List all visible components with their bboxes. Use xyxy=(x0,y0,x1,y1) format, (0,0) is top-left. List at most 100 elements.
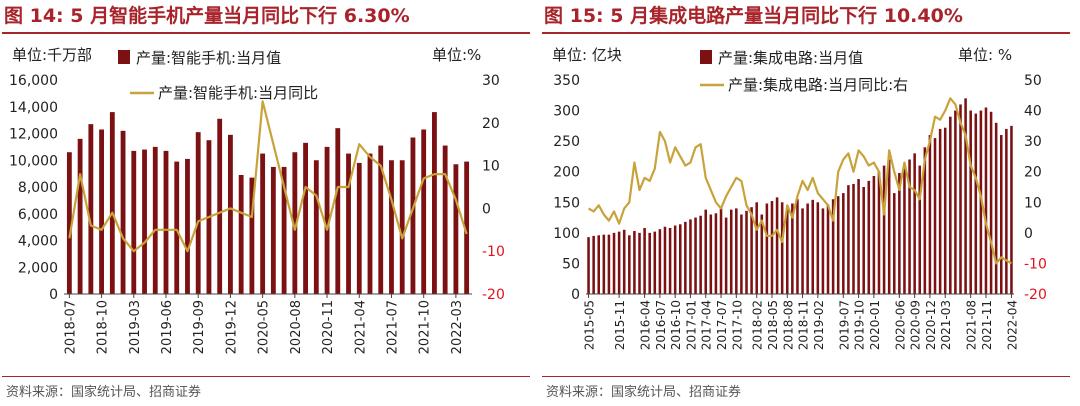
bar xyxy=(852,183,855,294)
bar xyxy=(959,104,962,295)
x-tick-label: 2020-11 xyxy=(321,300,336,354)
y2-tick-label: 20 xyxy=(482,116,500,132)
bar xyxy=(421,129,427,294)
x-tick-label: 2017-04 xyxy=(700,300,714,350)
bar xyxy=(313,160,319,294)
x-tick-label: 2019-03 xyxy=(128,300,143,354)
x-tick-label: 2018-02 xyxy=(751,300,765,350)
bar xyxy=(709,214,713,294)
legend-bar-swatch xyxy=(700,50,712,64)
bar xyxy=(131,150,137,294)
x-tick-label: 2019-09 xyxy=(192,300,207,354)
bar xyxy=(857,179,860,294)
bar xyxy=(740,214,743,294)
bar xyxy=(892,193,896,294)
chart-title: 图 14: 5 月智能手机产量当月同比下行 6.30% xyxy=(4,5,410,27)
y-tick-label: 50 xyxy=(562,256,580,272)
bar xyxy=(464,161,470,294)
bar xyxy=(898,172,901,294)
source-rule xyxy=(2,376,530,377)
bar xyxy=(453,164,459,294)
x-tick-label: 2021-04 xyxy=(353,300,368,354)
bar xyxy=(628,235,631,294)
bar xyxy=(678,224,682,294)
y2-tick-label: 10 xyxy=(1024,195,1042,211)
chart-smartphone: 单位:千万部 单位:% 0 2,000 4,000 6,000 8,000 10,000 12,… xyxy=(9,46,505,354)
bar xyxy=(663,226,667,294)
x-tick-label: 2018-11 xyxy=(797,300,811,350)
bar xyxy=(811,199,815,294)
x-tick-label: 2018-07 xyxy=(63,300,78,354)
bar xyxy=(689,219,692,294)
bar xyxy=(913,153,916,294)
bar xyxy=(882,165,886,294)
bar xyxy=(597,235,601,294)
bar xyxy=(954,110,957,294)
bar xyxy=(684,221,687,294)
source-note: 资料来源：国家统计局、招商证券 xyxy=(546,385,742,400)
bar xyxy=(867,180,871,294)
bar xyxy=(801,208,804,294)
chart-panel-smartphone: 图 14: 5 月智能手机产量当月同比下行 6.30% 单位:千万部 单位:% 0 2… xyxy=(2,5,530,400)
bar xyxy=(949,116,952,294)
x-tick-label: 2020-05 xyxy=(257,300,272,354)
x-tick-label: 2021-11 xyxy=(980,300,994,350)
bar xyxy=(260,153,266,294)
bar xyxy=(796,199,799,294)
bar xyxy=(780,202,784,294)
title-rule xyxy=(2,32,530,34)
x-tick-label: 2020-06 xyxy=(893,300,907,350)
bar xyxy=(923,147,927,294)
x-tick-label: 2019-07 xyxy=(837,300,851,350)
bar xyxy=(292,152,298,294)
bar xyxy=(142,149,147,294)
bar xyxy=(346,153,351,294)
chart-panel-ic: 图 15: 5 月集成电路产量当月同比下行 10.40% 单位: 亿块 单位: %… xyxy=(540,0,1080,406)
bar xyxy=(195,132,201,294)
bar xyxy=(638,232,641,294)
bar xyxy=(714,213,718,294)
unit-right-label: 单位: % xyxy=(958,46,1012,64)
source-rule xyxy=(542,376,1070,377)
x-tick-label: 2021-08 xyxy=(965,300,979,350)
y2-tick-label: 0 xyxy=(482,201,491,217)
bar xyxy=(389,160,394,294)
bar xyxy=(367,153,373,294)
bar xyxy=(1010,125,1013,294)
legend-line-label: 产量:集成电路:当月同比:右 xyxy=(728,76,908,94)
legend-bar-swatch xyxy=(118,50,130,64)
bar xyxy=(66,152,72,294)
legend-bar-label: 产量:集成电路:当月值 xyxy=(718,49,863,67)
bar xyxy=(88,124,94,294)
y2-tick-label: -10 xyxy=(1024,256,1047,272)
y2-tick-label: 30 xyxy=(482,73,500,89)
bar xyxy=(755,202,758,294)
y2-tick-label: 10 xyxy=(482,159,500,175)
bar xyxy=(699,215,702,294)
bar xyxy=(729,209,733,294)
y-tick-label: 0 xyxy=(571,287,580,303)
bar xyxy=(979,110,983,294)
bar xyxy=(324,146,330,295)
bar xyxy=(806,203,809,294)
x-tick-label: 2016-10 xyxy=(669,300,683,350)
x-tick-label: 2020-08 xyxy=(289,300,304,354)
y2-tick-label: -10 xyxy=(482,244,505,260)
x-tick-label: 2018-08 xyxy=(781,300,795,350)
y-tick-label: 12,000 xyxy=(9,127,58,143)
bar xyxy=(587,237,590,294)
bar xyxy=(217,118,223,294)
bar xyxy=(765,203,769,294)
x-tick-label: 2019-02 xyxy=(812,300,826,350)
x-tick-label: 2018-05 xyxy=(766,300,780,350)
x-tick-label: 2019-12 xyxy=(224,300,239,354)
y-tick-label: 8,000 xyxy=(18,180,58,196)
y2-tick-label: 30 xyxy=(1024,134,1042,150)
bar xyxy=(109,112,115,294)
y-tick-label: 300 xyxy=(553,104,580,120)
bar xyxy=(617,231,621,294)
title-rule xyxy=(542,32,1070,34)
x-tick-label: 2021-10 xyxy=(418,300,433,354)
x-tick-label: 2017-10 xyxy=(730,300,744,350)
y-tick-label: 16,000 xyxy=(9,73,58,89)
